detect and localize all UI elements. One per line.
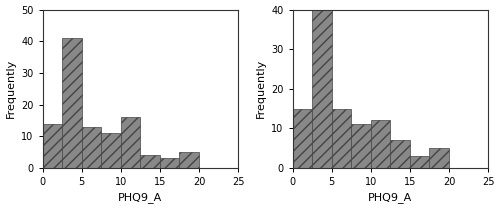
Bar [351, 124, 371, 168]
Y-axis label: Frequently: Frequently [256, 59, 266, 118]
Bar [312, 10, 332, 168]
Y-axis label: Frequently: Frequently [6, 59, 16, 118]
Bar [180, 152, 199, 168]
X-axis label: PHQ9_A: PHQ9_A [118, 192, 162, 203]
X-axis label: PHQ9_A: PHQ9_A [368, 192, 412, 203]
Bar [390, 140, 410, 168]
Bar [42, 124, 62, 168]
Bar [332, 108, 351, 168]
Bar [430, 148, 449, 168]
Bar [82, 127, 101, 168]
Bar [140, 155, 160, 168]
Bar [62, 38, 82, 168]
Bar [160, 158, 180, 168]
Bar [410, 156, 430, 168]
Bar [101, 133, 121, 168]
Bar [292, 108, 312, 168]
Bar [121, 117, 141, 168]
Bar [371, 120, 390, 168]
